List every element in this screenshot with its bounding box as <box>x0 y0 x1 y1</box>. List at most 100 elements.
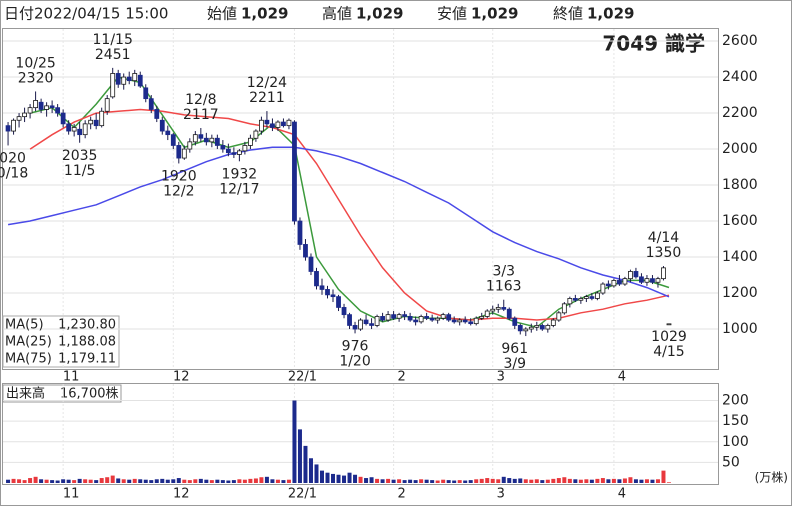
volume-bar <box>176 478 181 483</box>
ma-legend-name: MA(75) <box>5 352 52 367</box>
annotation-value: 1163 <box>486 279 522 295</box>
volume-bar <box>369 477 374 483</box>
volume-bar <box>198 478 203 483</box>
volume-bar <box>490 478 495 483</box>
volume-bar <box>259 477 264 483</box>
volume-bar <box>127 479 132 483</box>
volume-latest: 16,700株 <box>60 387 119 402</box>
candle-body <box>650 278 655 283</box>
volume-bar <box>121 479 126 483</box>
candle-body <box>589 296 595 299</box>
volume-bar <box>336 474 341 483</box>
volume-bar <box>474 479 479 483</box>
annotation-date: 4/15 <box>653 344 684 360</box>
volume-bar <box>501 476 506 483</box>
candle-body <box>192 134 198 143</box>
volume-bar <box>231 480 236 483</box>
volume-bar <box>633 479 638 483</box>
y-tick-label: 2000 <box>722 141 758 157</box>
candle-body <box>231 152 237 155</box>
candle-body <box>523 328 529 332</box>
candle-body <box>104 98 110 112</box>
volume-tick-label: 200 <box>722 393 749 409</box>
x-tick-label: 2 <box>397 370 405 385</box>
volume-bar <box>226 480 231 483</box>
candle-body <box>363 319 369 325</box>
chart-title: 7049 識学 <box>602 32 705 56</box>
candle-body <box>446 314 452 321</box>
annotation-value: 976 <box>342 338 369 354</box>
volume-bar <box>55 480 60 483</box>
volume-bar <box>479 478 484 483</box>
volume-bar <box>88 479 93 483</box>
annotation-value: 2020 <box>0 150 26 166</box>
y-tick-label: 2200 <box>722 105 758 121</box>
volume-bar <box>314 464 319 483</box>
candle-body <box>628 271 633 280</box>
candle-body <box>545 325 551 330</box>
x-tick-label: 11 <box>63 370 80 385</box>
x-tick-label: 3 <box>497 370 505 385</box>
field-label: 安値 <box>437 5 467 23</box>
volume-tick-label: 50 <box>722 454 740 470</box>
volume-bar <box>589 479 594 483</box>
y-tick-label: 1800 <box>722 177 758 193</box>
volume-bar <box>253 478 258 483</box>
candle-body <box>561 303 567 314</box>
volume-bar <box>44 479 49 483</box>
annotation-value: 2117 <box>183 107 219 123</box>
volume-bar <box>83 479 88 483</box>
candle-body <box>44 105 50 110</box>
volume-bar <box>435 480 440 483</box>
y-tick-label: 1000 <box>722 321 758 337</box>
volume-bar <box>485 478 490 483</box>
x-tick-label: 22/1 <box>288 370 317 385</box>
annotation-date: 10/25 <box>15 55 55 71</box>
candle-body <box>369 323 374 326</box>
volume-bar <box>182 479 187 483</box>
volume-bar <box>611 478 616 483</box>
y-tick-label: 2600 <box>722 33 758 49</box>
volume-bar <box>325 472 330 483</box>
volume-bar <box>237 479 242 483</box>
ma-line <box>7 146 670 298</box>
candle-body <box>126 76 132 82</box>
candle-body <box>639 276 644 283</box>
volume-bar <box>534 479 539 483</box>
candle-body <box>325 289 330 296</box>
volume-bar <box>319 470 324 483</box>
candle-body <box>297 220 303 245</box>
volume-bar <box>468 480 473 483</box>
volume-bar <box>578 479 583 483</box>
volume-unit: (万株) <box>755 470 788 485</box>
ma-legend-value: 1,230.80 <box>58 318 116 333</box>
volume-x-tick-label: 12 <box>173 487 190 502</box>
annotation-date: 12/24 <box>247 75 287 91</box>
candle-body <box>88 119 94 125</box>
volume-bar <box>193 479 198 483</box>
annotation-date: 10/18 <box>0 165 28 181</box>
volume-bar <box>154 479 159 483</box>
candle-body <box>622 278 628 285</box>
field-value: 1,029 <box>356 5 403 23</box>
candle-body <box>319 285 325 290</box>
candle-body <box>517 325 523 332</box>
volume-bar <box>171 479 176 483</box>
volume-title-box <box>2 384 122 403</box>
volume-bar <box>72 480 77 483</box>
candle-body <box>506 308 512 319</box>
candle-body <box>435 317 441 321</box>
candle-body <box>55 107 61 114</box>
candle-body <box>11 119 16 132</box>
candle-body <box>633 271 639 278</box>
candle-body <box>286 119 292 127</box>
candle-body <box>330 294 336 298</box>
candle-body <box>661 267 666 280</box>
candle-body <box>490 308 496 312</box>
annotation-value: 2035 <box>62 148 98 164</box>
field-value: 1,029 <box>587 5 634 23</box>
volume-bar <box>430 480 435 483</box>
volume-bar <box>6 479 11 483</box>
candle-body <box>451 319 457 323</box>
